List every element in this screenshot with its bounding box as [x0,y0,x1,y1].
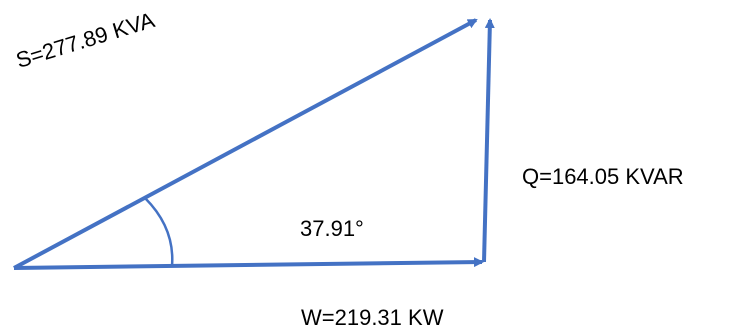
real-power-vector [13,257,484,270]
real-power-label: W=219.31 KW [301,305,444,330]
phase-angle-arc [144,197,174,267]
reactive-power-vector [482,18,495,263]
reactive-power-label: Q=164.05 KVAR [522,164,684,189]
apparent-power-vector [13,18,478,270]
phase-angle-label: 37.91° [300,216,364,241]
